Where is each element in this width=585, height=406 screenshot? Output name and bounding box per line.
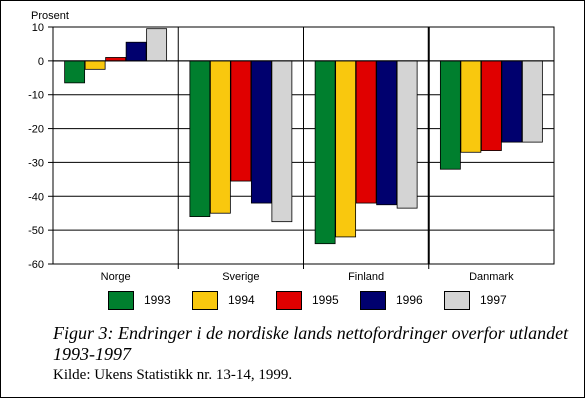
y-tick-label: 10 xyxy=(32,22,44,34)
bar-chart: 10 0 -10 -20 -30 -40 -50 -60 Prosent Norge Sverige… xyxy=(28,10,555,283)
bar-danmark-1996 xyxy=(501,60,523,143)
legend-label: 1993 xyxy=(144,293,171,307)
y-axis-label: Prosent xyxy=(31,10,69,22)
legend-label: 1994 xyxy=(228,293,255,307)
bar-norge-1997 xyxy=(146,28,168,62)
legend-swatch xyxy=(192,291,218,310)
x-tick-label: Danmark xyxy=(469,271,514,283)
bar-sverige-1995 xyxy=(230,60,252,182)
bar-finland-1996 xyxy=(376,60,398,206)
bar-danmark-1994 xyxy=(460,60,482,153)
bar-norge-1994 xyxy=(84,60,106,70)
legend-label: 1997 xyxy=(480,293,507,307)
legend-label: 1996 xyxy=(396,293,423,307)
chart-legend: 1993 1994 1995 1996 1997 xyxy=(108,290,528,312)
x-tick-label: Finland xyxy=(348,271,384,283)
x-tick-label: Norge xyxy=(101,271,131,283)
legend-swatch xyxy=(444,291,470,310)
x-tick-label: Sverige xyxy=(222,271,259,283)
bar-danmark-1993 xyxy=(439,60,461,170)
bar-sverige-1997 xyxy=(271,60,293,223)
bar-danmark-1997 xyxy=(521,60,543,143)
bar-danmark-1995 xyxy=(480,60,502,151)
y-tick-label: -20 xyxy=(28,124,44,136)
bar-norge-1996 xyxy=(125,41,147,62)
legend-swatch xyxy=(360,291,386,310)
y-tick-label: -30 xyxy=(28,157,44,169)
legend-swatch xyxy=(108,291,134,310)
y-tick-label: 0 xyxy=(38,56,44,68)
bar-sverige-1996 xyxy=(250,60,272,204)
figure-source: Kilde: Ukens Statistikk nr. 13-14, 1999. xyxy=(53,367,293,383)
bar-sverige-1994 xyxy=(209,60,231,214)
y-tick-label: -40 xyxy=(28,191,44,203)
legend-swatch xyxy=(276,291,302,310)
bar-norge-1993 xyxy=(64,60,86,84)
bar-sverige-1993 xyxy=(189,60,211,218)
y-tick-label: -60 xyxy=(28,259,44,271)
bar-finland-1997 xyxy=(396,60,418,209)
bar-finland-1993 xyxy=(314,60,336,245)
legend-label: 1995 xyxy=(312,293,339,307)
bar-finland-1995 xyxy=(355,60,377,204)
bar-finland-1994 xyxy=(335,60,357,238)
y-tick-label: -50 xyxy=(28,225,44,237)
bar-norge-1995 xyxy=(105,57,127,62)
figure-caption: Figur 3: Endringer i de nordiske lands n… xyxy=(53,323,578,384)
y-tick-label: -10 xyxy=(28,90,44,102)
figure-title: Figur 3: Endringer i de nordiske lands n… xyxy=(53,323,569,364)
